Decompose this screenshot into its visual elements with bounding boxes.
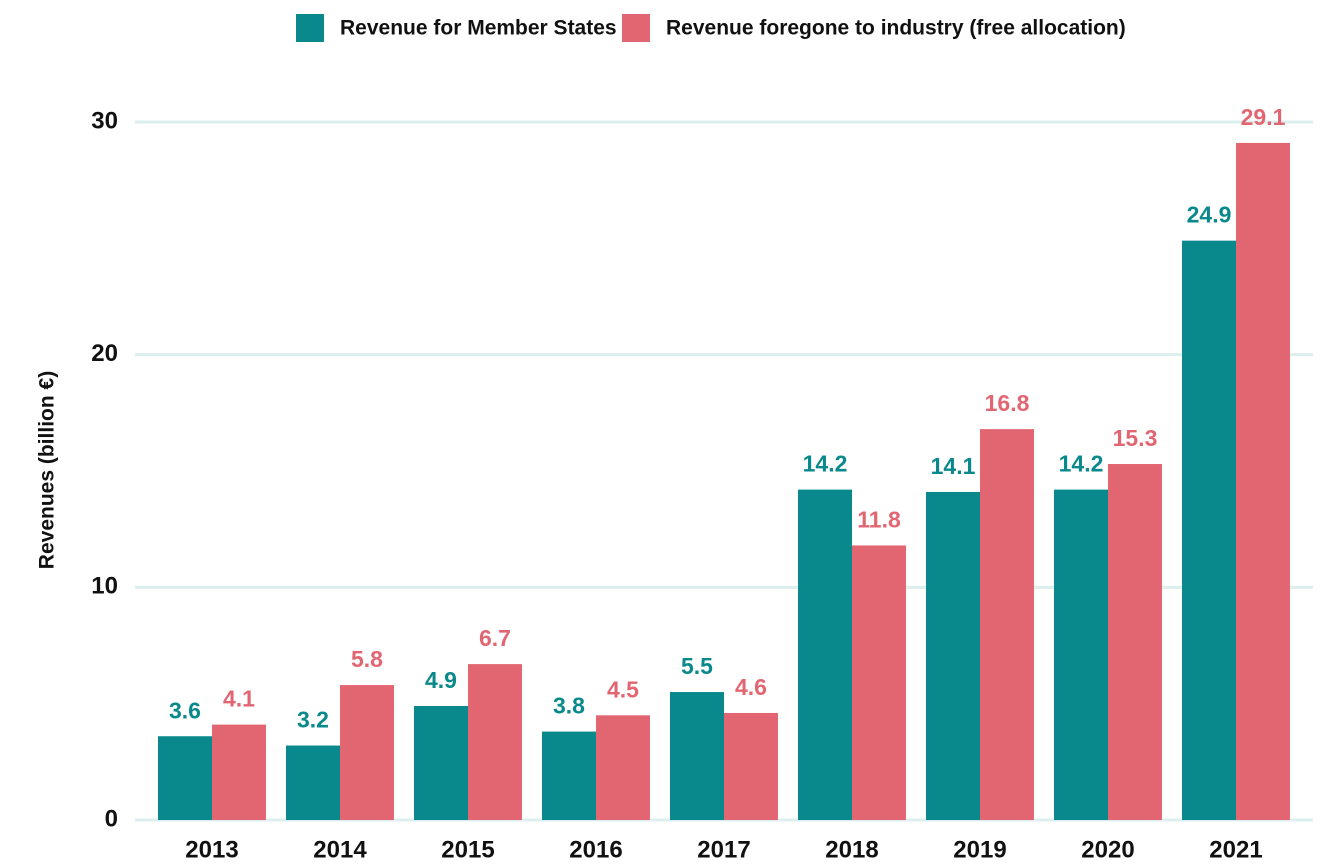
value-label: 4.5 xyxy=(607,676,639,702)
x-tick-label: 2020 xyxy=(1081,836,1134,863)
value-label: 14.2 xyxy=(803,451,848,477)
bar xyxy=(1054,489,1108,820)
value-label: 4.1 xyxy=(223,686,255,712)
value-label: 16.8 xyxy=(985,390,1030,416)
value-label: 4.6 xyxy=(735,674,767,700)
bar xyxy=(340,685,394,820)
value-label: 29.1 xyxy=(1241,104,1286,130)
y-tick-label: 10 xyxy=(91,573,118,600)
bar xyxy=(798,489,852,820)
bar xyxy=(158,736,212,820)
bar xyxy=(1236,142,1290,820)
y-axis-label: Revenues (billion €) xyxy=(36,371,59,569)
x-tick-label: 2019 xyxy=(953,836,1006,863)
bar xyxy=(1182,240,1236,820)
bar xyxy=(670,692,724,820)
bar xyxy=(286,745,340,820)
value-label: 11.8 xyxy=(857,507,901,533)
x-tick-label: 2013 xyxy=(185,836,238,863)
bar xyxy=(596,715,650,820)
bar xyxy=(1108,464,1162,820)
legend-swatch xyxy=(296,14,324,42)
bar xyxy=(542,731,596,820)
bar xyxy=(980,429,1034,820)
legend-label: Revenue foregone to industry (free alloc… xyxy=(666,17,1126,40)
bar xyxy=(926,491,980,820)
value-label: 5.8 xyxy=(351,646,383,672)
bar xyxy=(724,712,778,820)
legend-swatch xyxy=(622,14,650,42)
x-tick-label: 2016 xyxy=(569,836,622,863)
value-label: 4.9 xyxy=(425,667,457,693)
x-tick-label: 2021 xyxy=(1209,836,1262,863)
value-label: 6.7 xyxy=(479,625,511,651)
x-tick-label: 2014 xyxy=(313,836,367,863)
x-tick-label: 2018 xyxy=(825,836,878,863)
legend-label: Revenue for Member States xyxy=(340,17,617,40)
bar xyxy=(414,705,468,820)
bar xyxy=(468,664,522,820)
y-tick-label: 30 xyxy=(91,107,118,134)
value-label: 14.2 xyxy=(1059,451,1104,477)
value-label: 3.6 xyxy=(169,697,201,723)
value-label: 14.1 xyxy=(931,453,976,479)
value-label: 5.5 xyxy=(681,653,713,679)
bar xyxy=(852,545,906,820)
value-label: 3.2 xyxy=(297,707,329,733)
x-tick-label: 2017 xyxy=(697,836,750,863)
value-label: 15.3 xyxy=(1113,425,1158,451)
bar xyxy=(212,724,266,820)
x-tick-label: 2015 xyxy=(441,836,494,863)
y-tick-label: 0 xyxy=(105,805,118,832)
value-label: 3.8 xyxy=(553,693,585,719)
value-label: 24.9 xyxy=(1187,202,1232,228)
y-tick-label: 20 xyxy=(91,340,118,367)
